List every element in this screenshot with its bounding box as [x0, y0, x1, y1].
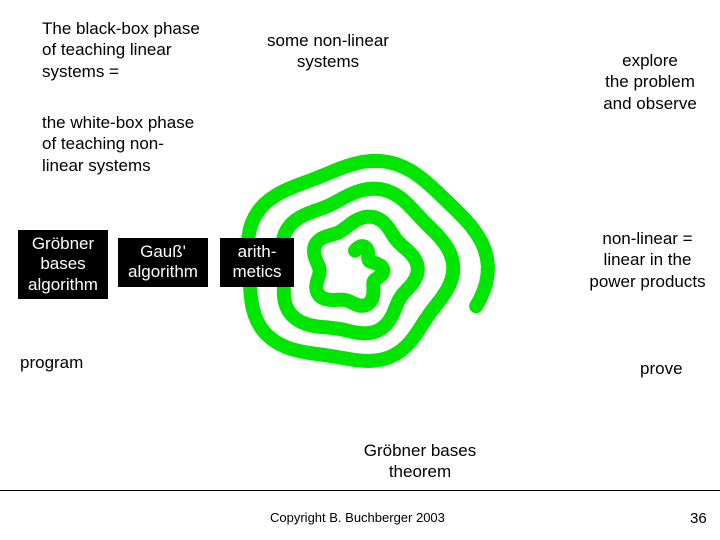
copyright-footer: Copyright B. Buchberger 2003 [270, 510, 445, 525]
footer-divider [0, 490, 720, 491]
box-arithmetics: arith-metics [220, 238, 294, 287]
text-program: program [20, 352, 110, 373]
text-blackbox-phase: The black-box phaseof teaching linearsys… [42, 18, 232, 82]
text-prove: prove [640, 358, 710, 379]
box-gauss-algorithm: Gauß'algorithm [118, 238, 208, 287]
text-whitebox-phase: the white-box phaseof teaching non-linea… [42, 112, 232, 176]
text-grobner-theorem: Gröbner basestheorem [345, 440, 495, 483]
text-explore: explorethe problemand observe [585, 50, 715, 114]
text-nonlinear-linear: non-linear =linear in thepower products [575, 228, 720, 292]
text-nonlinear-systems: some non-linearsystems [248, 30, 408, 73]
box-grobner-algorithm: Gröbnerbasesalgorithm [18, 230, 108, 299]
slide-number: 36 [690, 510, 707, 527]
